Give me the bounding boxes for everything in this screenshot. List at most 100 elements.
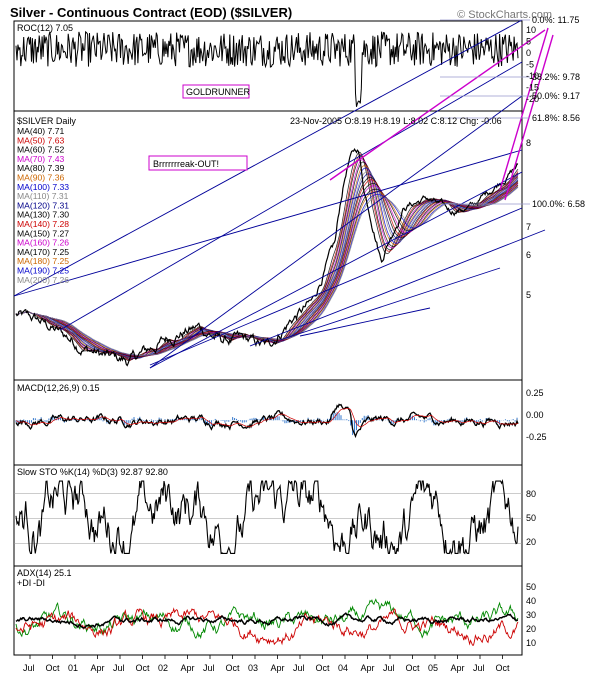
x-tick-label: Oct <box>46 663 61 673</box>
overlay-layer: 0.0%: 11.75 38.2%: 9.78 50.0%: 9.17 61.8%: … <box>13 15 585 673</box>
adx-label: ADX(14) 25.1 <box>17 568 72 578</box>
ma-legend-item: MA(120) 7.31 <box>17 200 69 210</box>
x-tick-label: Jul <box>113 663 125 673</box>
price-tick-label: 8 <box>526 138 531 148</box>
roc-tick-label: 0 <box>526 48 531 58</box>
roc-tick-label: -20 <box>526 94 539 104</box>
ma-legend-item: MA(200) 7.26 <box>17 275 69 285</box>
roc-line <box>15 30 519 107</box>
ma-legend-item: MA(50) 7.63 <box>17 135 65 145</box>
x-tick-label: 02 <box>158 663 168 673</box>
sto-tick-label: 50 <box>526 513 536 523</box>
x-tick-label: Apr <box>361 663 375 673</box>
price-quote: 23-Nov-2005 O:8.19 H:8.19 L:8.02 C:8.12 … <box>290 116 502 126</box>
ma-legend-item: MA(100) 7.33 <box>17 182 69 192</box>
roc-tick-label: -5 <box>526 60 534 70</box>
macd-tick-label: 0.00 <box>526 410 544 420</box>
adx-tick-label: 50 <box>526 582 536 592</box>
trend-line-2 <box>59 61 523 331</box>
sto-tick-label: 80 <box>526 489 536 499</box>
x-tick-label: Apr <box>91 663 105 673</box>
fib-level-label-1: 0.0%: 11.75 <box>532 15 579 25</box>
fib-level-label-2: 38.2%: 9.78 <box>532 72 580 82</box>
ma-line-16 <box>15 186 519 356</box>
ma-line-6 <box>15 165 519 359</box>
roc-label: ROC(12) 7.05 <box>17 23 73 33</box>
ma-legend-item: MA(170) 7.25 <box>17 247 69 257</box>
ma-legend-item: MA(60) 7.52 <box>17 145 65 155</box>
x-tick-label: 03 <box>248 663 258 673</box>
trend-line-9 <box>149 207 523 366</box>
ma-legend-item: MA(140) 7.28 <box>17 219 69 229</box>
x-tick-label: Jul <box>383 663 395 673</box>
ma-line-12 <box>15 182 519 357</box>
price-tick-label: 6 <box>526 250 531 260</box>
ma-line-11 <box>15 179 519 357</box>
adx-tick-label: 10 <box>526 638 536 648</box>
macd-label: MACD(12,26,9) 0.15 <box>17 383 100 393</box>
x-tick-label: Oct <box>316 663 331 673</box>
trend-line-7 <box>279 267 501 341</box>
x-tick-label: Oct <box>496 663 511 673</box>
roc-tick-label: 5 <box>526 37 531 47</box>
price-line <box>15 147 519 367</box>
ma-legend-item: MA(70) 7.43 <box>17 154 65 164</box>
adx-tick-label: 20 <box>526 624 536 634</box>
roc-tick-label: -10 <box>526 71 539 81</box>
ma-line-8 <box>15 171 519 358</box>
x-tick-label: Oct <box>226 663 241 673</box>
ma-line-15 <box>15 185 519 357</box>
data-layer <box>15 30 519 646</box>
roc-tick-label: -15 <box>526 83 539 93</box>
trend-line-3 <box>149 95 523 369</box>
price-tick-label: 5 <box>526 290 531 300</box>
ma-line-7 <box>15 167 519 359</box>
ma-legend-item: MA(90) 7.36 <box>17 173 65 183</box>
panel-frame-roc <box>13 20 523 112</box>
x-tick-label: 05 <box>428 663 438 673</box>
breakout-label: Brrrrrrreak-OUT! <box>153 159 219 169</box>
x-tick-label: Oct <box>136 663 151 673</box>
ma-line-3 <box>15 155 519 361</box>
x-tick-label: Jul <box>473 663 485 673</box>
x-tick-label: Apr <box>451 663 465 673</box>
sto-tick-label: 20 <box>526 537 536 547</box>
breakout-box <box>148 155 248 171</box>
ma-legend-item: MA(160) 7.26 <box>17 238 69 248</box>
goldrunner-box <box>182 84 250 99</box>
ma-line-1 <box>15 151 519 361</box>
macd-tick-label: 0.25 <box>526 388 544 398</box>
roc-tick-label: 10 <box>526 25 536 35</box>
trend-line-4 <box>149 171 523 369</box>
panel-frame-adx <box>13 565 523 656</box>
ma-line-4 <box>15 159 519 360</box>
ma-legend-item: MA(130) 7.30 <box>17 210 69 220</box>
adx-line <box>15 612 519 629</box>
macd-signal-line <box>15 407 518 428</box>
ma-line-17 <box>15 187 519 356</box>
macd-tick-label: -0.25 <box>526 432 547 442</box>
plus-di-line <box>15 598 519 640</box>
x-tick-label: Jul <box>23 663 35 673</box>
x-tick-label: Oct <box>406 663 421 673</box>
ma-legend-item: MA(190) 7.25 <box>17 266 69 276</box>
ma-line-2 <box>15 154 519 361</box>
x-tick-label: Jul <box>203 663 215 673</box>
adx-legend-minus-di: -DI <box>33 578 45 588</box>
x-tick-label: Apr <box>271 663 285 673</box>
price-tick-label: 7 <box>526 222 531 232</box>
ma-legend-item: MA(80) 7.39 <box>17 163 65 173</box>
fib-level-label-4: 61.8%: 8.56 <box>532 113 580 123</box>
ma-legend-item: MA(150) 7.27 <box>17 228 69 238</box>
x-tick-label: Jul <box>293 663 305 673</box>
fan-line-2 <box>499 27 549 191</box>
trend-line-8 <box>299 307 431 337</box>
fib-level-label-3: 50.0%: 9.17 <box>532 91 580 101</box>
x-tick-label: 01 <box>68 663 78 673</box>
fan-line-1 <box>329 29 546 181</box>
ma-legend-item: MA(40) 7.71 <box>17 126 65 136</box>
price-panel-label: $SILVER Daily <box>17 116 76 126</box>
ma-legend-item: MA(110) 7.31 <box>17 191 69 201</box>
fib-level-label-5: 100.0%: 6.58 <box>532 199 585 209</box>
